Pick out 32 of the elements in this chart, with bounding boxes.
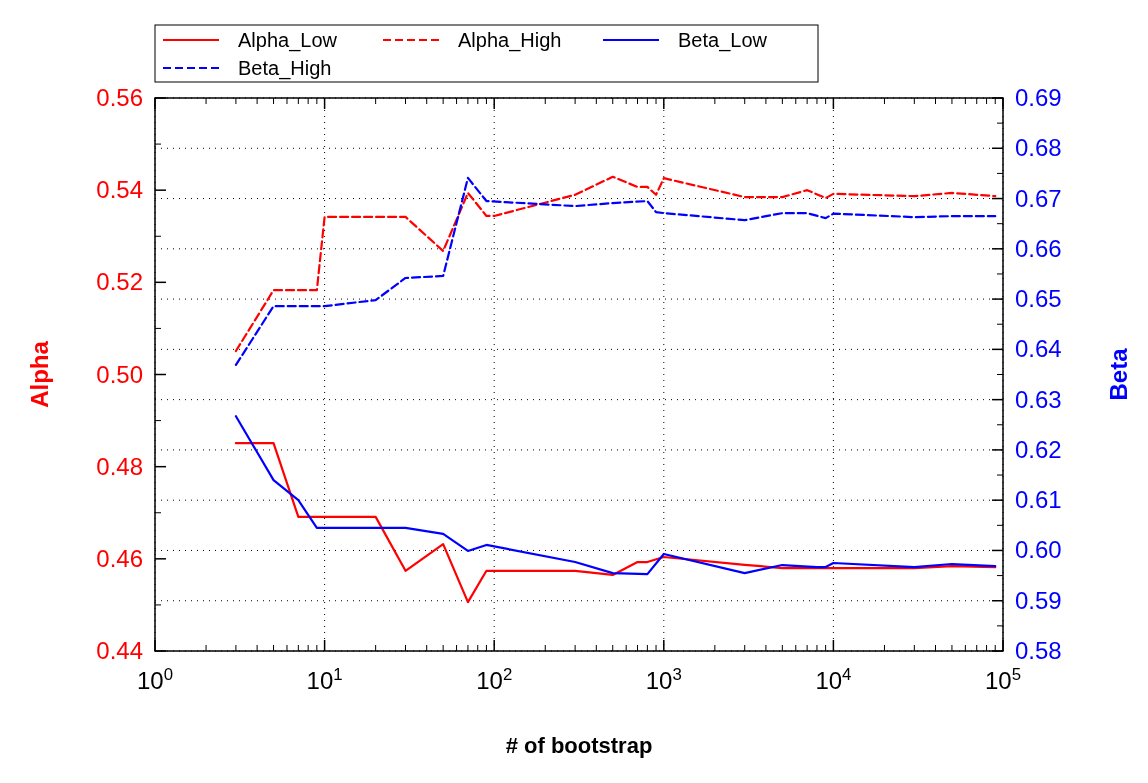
y2-tick-label: 0.65 (1015, 285, 1062, 313)
x-axis-title: # of bootstrap (505, 733, 653, 758)
y2-tick-label: 0.59 (1015, 586, 1062, 614)
legend-label: Beta_High (238, 57, 332, 80)
legend-label: Beta_Low (678, 29, 768, 52)
y-tick-label: 0.44 (96, 637, 143, 664)
x-tick-label: 10$^{0}$ (136, 664, 174, 694)
y-tick-label: 0.50 (96, 360, 143, 388)
y2-tick-label: 0.64 (1015, 335, 1062, 363)
y2-tick-label: 0.58 (1015, 637, 1062, 664)
y2-tick-label: 0.69 (1015, 84, 1062, 111)
legend-label: Alpha_High (458, 29, 562, 52)
x-tick-label: 10$^{5}$ (984, 664, 1022, 694)
y2-tick-label: 0.62 (1015, 435, 1062, 463)
x-tick-label: 10$^{2}$ (476, 664, 513, 694)
y-axis-title: Alpha (26, 340, 53, 408)
y-tick-label: 0.48 (96, 452, 143, 480)
x-tick-label: 10$^{3}$ (645, 664, 682, 694)
y-tick-label: 0.54 (96, 176, 143, 204)
y-tick-label: 0.46 (96, 544, 143, 572)
x-tick-label: 10$^{4}$ (815, 664, 852, 694)
y2-tick-label: 0.60 (1015, 536, 1062, 564)
y2-axis-title: Beta (1105, 347, 1132, 401)
y2-tick-label: 0.66 (1015, 234, 1062, 262)
y-tick-label: 0.56 (96, 84, 143, 111)
legend-label: Alpha_Low (238, 29, 338, 52)
x-tick-label: 10$^{1}$ (306, 664, 343, 694)
y2-tick-label: 0.63 (1015, 385, 1062, 413)
y2-tick-label: 0.67 (1015, 184, 1062, 212)
y2-tick-label: 0.61 (1015, 486, 1062, 514)
y-tick-label: 0.52 (96, 268, 143, 296)
y2-tick-label: 0.68 (1015, 134, 1062, 162)
